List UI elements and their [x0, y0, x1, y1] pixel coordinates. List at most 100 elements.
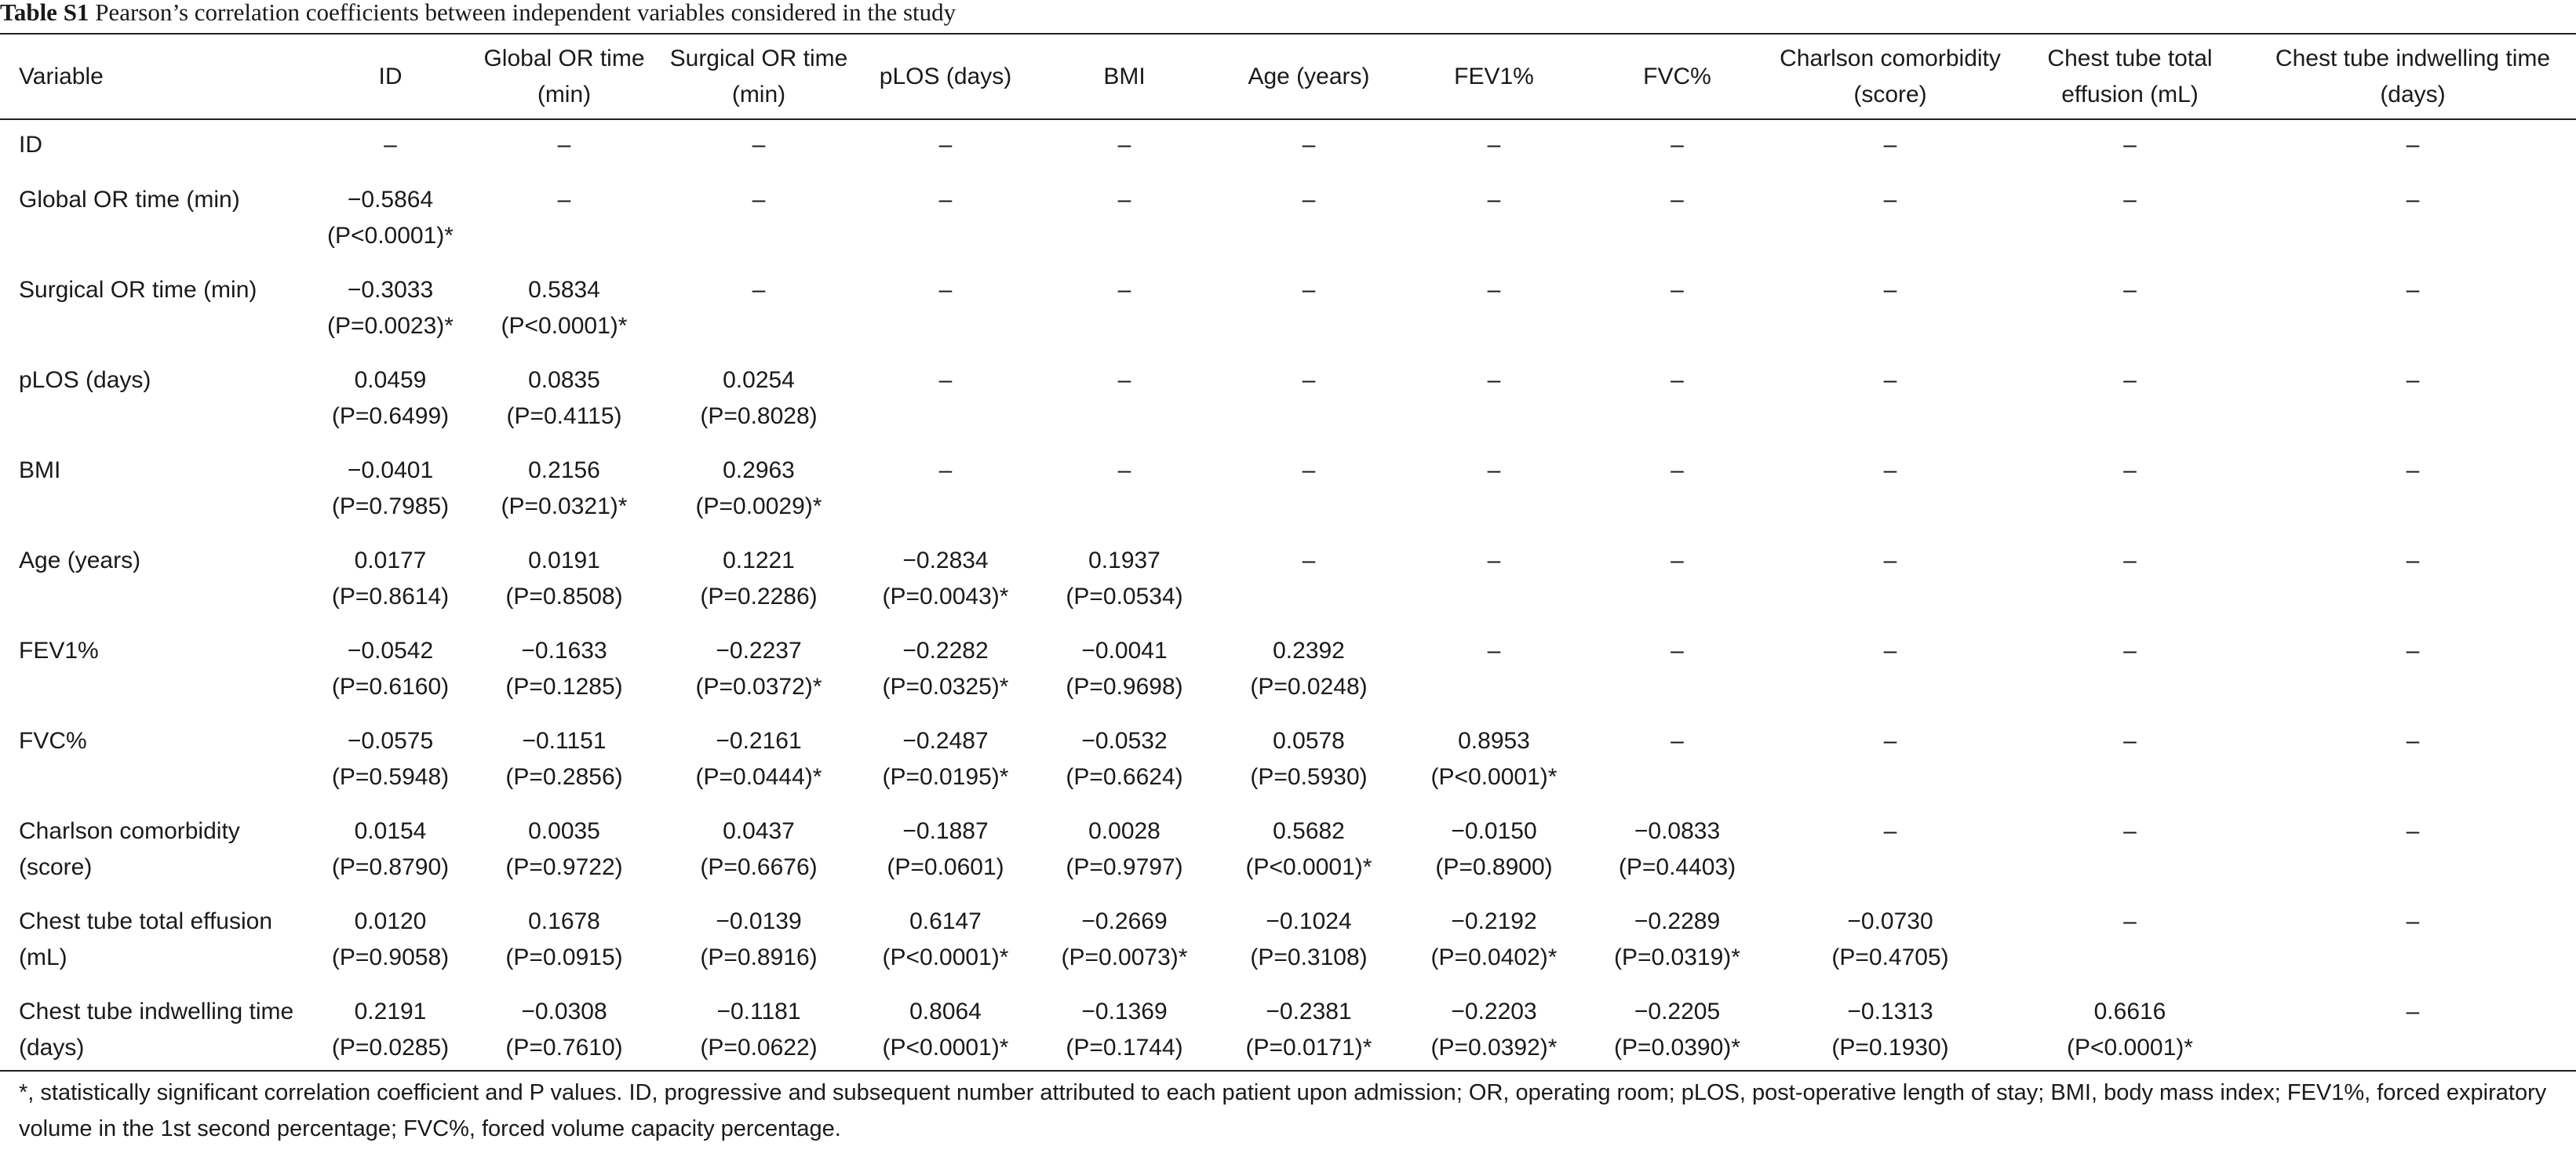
correlation-value: –	[2123, 457, 2137, 483]
p-value: (P=0.8916)	[700, 944, 818, 970]
correlation-value: −0.2161	[716, 728, 802, 754]
correlation-value: –	[2406, 367, 2420, 393]
correlation-value: −0.1633	[521, 638, 607, 664]
p-value: (P=0.4705)	[1831, 944, 1949, 970]
correlation-value: –	[752, 132, 766, 158]
correlation-value: −0.2282	[902, 638, 989, 664]
table-cell: –	[2250, 353, 2576, 443]
correlation-value: –	[1883, 132, 1897, 158]
table-cell: –	[2250, 984, 2576, 1075]
table-cell: –	[1035, 173, 1214, 263]
row-label: ID	[19, 132, 42, 158]
correlation-value: –	[1302, 367, 1316, 393]
p-value: (P=0.0319)*	[1614, 944, 1740, 970]
table-cell: –	[1584, 173, 1770, 263]
correlation-value: –	[2123, 187, 2137, 213]
table-cell: −0.2161 (P=0.0444)*	[661, 714, 856, 804]
table-cell: 0.0578 (P=0.5930)	[1214, 714, 1404, 804]
correlation-value: –	[1671, 638, 1684, 664]
table-cell: −0.1633 (P=0.1285)	[467, 624, 661, 714]
correlation-value: 0.2191	[354, 999, 427, 1024]
correlation-value: −0.1151	[522, 728, 607, 754]
table-cell: –	[856, 118, 1035, 173]
table-cell: 0.0028 (P=0.9797)	[1035, 804, 1214, 894]
table-row: Chest tube indwelling time (days) 0.2191 (…	[0, 984, 2576, 1075]
table-cell: –	[2250, 443, 2576, 533]
correlation-value: 0.1221	[723, 548, 795, 573]
p-value: (P=0.0622)	[700, 1035, 818, 1061]
table-cell: –	[1035, 263, 1214, 353]
correlation-value: –	[2123, 548, 2137, 573]
header-row: Variable ID Global OR time (min) Surgical O…	[0, 36, 2576, 118]
correlation-value: −0.2289	[1634, 908, 1721, 934]
table-cell: –	[1770, 533, 2010, 624]
correlation-value: −0.1887	[902, 818, 989, 844]
correlation-value: −0.0041	[1081, 638, 1168, 664]
p-value: (P=0.6160)	[331, 674, 450, 700]
correlation-value: –	[752, 187, 766, 213]
correlation-value: –	[1117, 187, 1131, 213]
p-value: (P=0.0171)*	[1245, 1035, 1372, 1061]
table-cell: –	[1404, 263, 1584, 353]
table-cell: –	[1584, 353, 1770, 443]
correlation-value: –	[1302, 457, 1316, 483]
correlation-value: –	[384, 132, 397, 158]
correlation-value: 0.1678	[528, 908, 600, 934]
table-cell: 0.0835 (P=0.4115)	[467, 353, 661, 443]
correlation-value: −0.5864	[347, 187, 434, 213]
table-cell: –	[1214, 353, 1404, 443]
table-cell: –	[1770, 624, 2010, 714]
correlation-value: –	[2123, 638, 2137, 664]
table-cell: –	[1214, 263, 1404, 353]
table-row: ID – – – – – – – – – – –	[0, 118, 2576, 173]
row-label: BMI	[19, 457, 61, 483]
correlation-value: –	[1117, 277, 1131, 303]
table-cell: −0.2203 (P=0.0392)*	[1404, 984, 1584, 1075]
p-value: (P<0.0001)*	[882, 944, 1009, 970]
table-cell: –	[1404, 353, 1584, 443]
p-value: (P=0.0444)*	[695, 764, 822, 790]
table-cell: 0.2963 (P=0.0029)*	[661, 443, 856, 533]
column-header: Chest tube total effusion (mL)	[2047, 45, 2213, 107]
p-value: (P=0.0321)*	[501, 493, 628, 519]
row-label: Chest tube indwelling time (days)	[19, 999, 294, 1061]
table-row: FEV1% −0.0542 (P=0.6160) −0.1633 (P=0.1285) −…	[0, 624, 2576, 714]
column-header-variable: Variable	[19, 64, 104, 89]
table-cell: –	[1770, 263, 2010, 353]
table-cell: 0.5682 (P<0.0001)*	[1214, 804, 1404, 894]
correlation-value: –	[2406, 548, 2420, 573]
table-row: pLOS (days) 0.0459 (P=0.6499) 0.0835 (P=0.41…	[0, 353, 2576, 443]
p-value: (P=0.6499)	[331, 403, 450, 429]
table-cell: –	[467, 173, 661, 263]
row-label: pLOS (days)	[19, 367, 151, 393]
table-cell: −0.5864 (P<0.0001)*	[314, 173, 467, 263]
p-value: (P=0.4115)	[506, 403, 622, 429]
table-cell: 0.1221 (P=0.2286)	[661, 533, 856, 624]
table-cell: –	[2250, 804, 2576, 894]
header-rule	[0, 118, 2576, 120]
table-cell: −0.2381 (P=0.0171)*	[1214, 984, 1404, 1075]
correlation-value: –	[938, 277, 953, 303]
table-cell: –	[2250, 533, 2576, 624]
table-cell: –	[661, 118, 856, 173]
correlation-value: –	[938, 457, 953, 483]
correlation-value: 0.6616	[2093, 999, 2166, 1024]
correlation-value: 0.0120	[354, 908, 427, 934]
p-value: (P<0.0001)*	[501, 313, 628, 339]
correlation-value: −0.0139	[716, 908, 802, 934]
table-cell: –	[314, 118, 467, 173]
correlation-value: –	[1117, 132, 1131, 158]
table-cell: −0.1887 (P=0.0601)	[856, 804, 1035, 894]
correlation-value: –	[1487, 548, 1501, 573]
table-row: Chest tube total effusion (mL) 0.0120 (P=0…	[0, 894, 2576, 984]
table-cell: –	[2010, 263, 2250, 353]
correlation-value: –	[1487, 277, 1501, 303]
table-cell: –	[1214, 533, 1404, 624]
correlation-value: −0.2381	[1266, 999, 1352, 1024]
table-cell: 0.6147 (P<0.0001)*	[856, 894, 1035, 984]
table-cell: –	[1404, 624, 1584, 714]
table-cell: –	[1770, 353, 2010, 443]
row-label: FVC%	[19, 728, 87, 754]
table-cell: −0.2282 (P=0.0325)*	[856, 624, 1035, 714]
correlation-value: 0.1937	[1088, 548, 1160, 573]
